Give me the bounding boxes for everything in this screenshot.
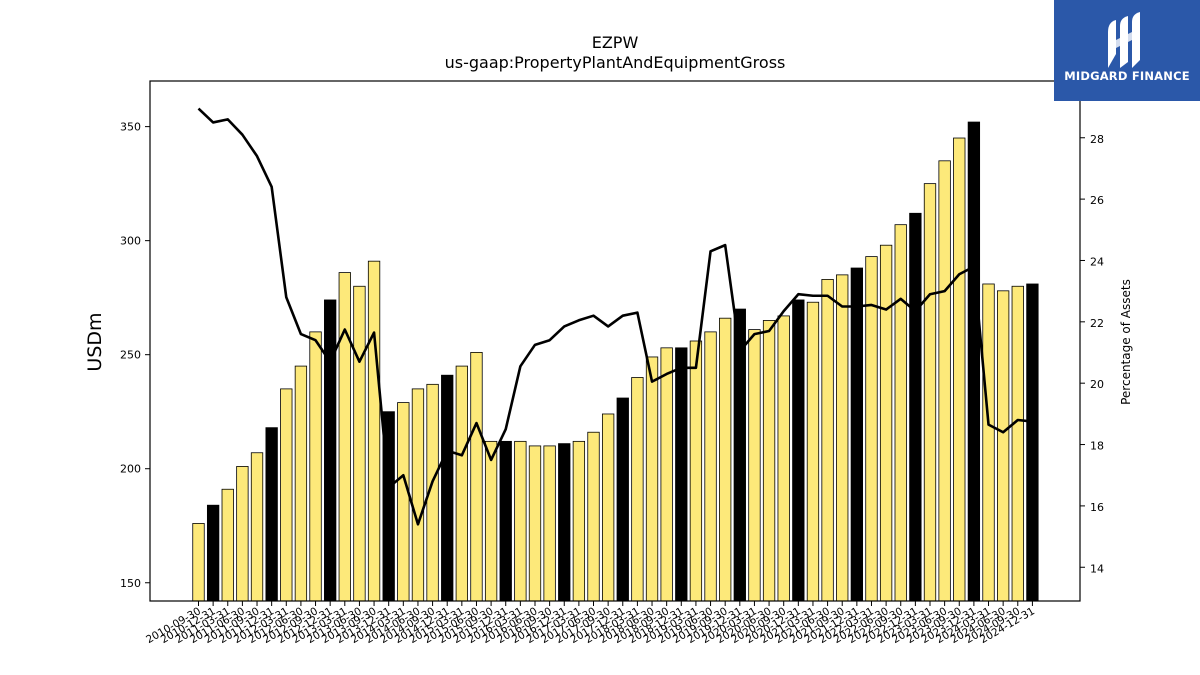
bar-2016-06-30 [528, 445, 542, 602]
bar-2010-12-31 [206, 504, 220, 602]
bar-2012-03-31 [280, 388, 293, 602]
y2-tick-label-28: 28 [1090, 133, 1104, 146]
x-axis: 2010-09-302010-12-312011-03-312011-06-30… [144, 601, 1037, 646]
bar-2023-12-31 [967, 121, 981, 602]
bar-2015-12-31 [499, 440, 512, 602]
line-group [197, 107, 1033, 526]
bar-2020-03-31 [748, 329, 761, 602]
bar-2024-12-31 [1026, 283, 1039, 602]
bar-2022-03-31 [865, 256, 878, 602]
bar-2017-06-30 [587, 431, 600, 602]
bar-2020-06-30 [762, 320, 776, 602]
line-percentage-of-assets [197, 107, 1033, 526]
bar-2011-06-30 [236, 466, 249, 602]
bar-2012-09-30 [309, 331, 322, 602]
bar-2024-06-30 [997, 290, 1010, 602]
plot-frame [149, 80, 1081, 602]
y2-tick-label-22: 22 [1090, 317, 1104, 330]
bar-group [192, 121, 1039, 602]
y-tick-label-150: 150 [120, 577, 141, 590]
bar-2020-09-30 [777, 315, 790, 602]
bar-2017-12-31 [616, 397, 629, 602]
y2-tick-label-24: 24 [1090, 255, 1104, 268]
bar-2016-03-31 [514, 440, 527, 602]
bar-2018-12-31 [675, 347, 688, 602]
bar-2012-06-30 [294, 365, 308, 602]
y-tick-label-350: 350 [120, 121, 141, 134]
bar-2016-12-31 [558, 443, 571, 602]
y-axis-left: 150 200 250 300 350 [120, 121, 150, 590]
logo-text: MIDGARD FINANCE [1064, 69, 1190, 83]
bar-2011-09-30 [250, 452, 264, 602]
bar-2019-09-30 [719, 317, 732, 602]
midgard-logo-icon [1108, 12, 1140, 68]
bar-2015-06-30 [470, 351, 483, 602]
bar-2024-03-31 [982, 283, 995, 602]
chart-subtitle: us-gaap:PropertyPlantAndEquipmentGross [445, 53, 786, 72]
bar-2013-06-30 [353, 285, 366, 602]
bar-2018-09-30 [660, 347, 673, 602]
bar-2019-12-31 [733, 308, 746, 602]
bar-2015-09-30 [484, 440, 498, 602]
chart-title: EZPW [592, 33, 639, 52]
y2-tick-label-26: 26 [1090, 194, 1104, 207]
y2-tick-label-20: 20 [1090, 378, 1104, 391]
brand-logo: MIDGARD FINANCE [1054, 0, 1200, 101]
bar-2016-09-30 [543, 445, 556, 602]
bar-2024-09-30 [1011, 285, 1024, 602]
y-tick-label-200: 200 [120, 463, 141, 476]
bar-2023-06-30 [938, 160, 951, 602]
bar-2023-09-30 [953, 137, 966, 602]
bar-2010-09-30 [192, 523, 205, 602]
bar-2023-03-31 [923, 183, 937, 602]
bar-2018-03-31 [631, 377, 644, 602]
bar-2018-06-30 [645, 356, 659, 602]
bar-2020-12-31 [792, 299, 805, 602]
bar-2022-09-30 [894, 224, 907, 602]
bar-2011-12-31 [265, 427, 278, 602]
bar-2021-09-30 [836, 274, 849, 602]
bar-2014-03-31 [397, 402, 410, 602]
bar-2015-03-31 [455, 365, 468, 602]
bar-2022-06-30 [879, 244, 893, 602]
bar-2019-06-30 [704, 331, 717, 602]
bar-2013-03-31 [338, 272, 351, 602]
bar-2021-12-31 [850, 267, 863, 602]
bar-2011-03-31 [221, 488, 234, 602]
bar-2022-12-31 [909, 212, 922, 602]
y-axis-label: USDm [84, 312, 106, 371]
bar-2014-12-31 [441, 374, 454, 602]
y-axis-right: 14 16 18 20 22 24 26 28 [1080, 133, 1104, 575]
y2-tick-label-16: 16 [1090, 501, 1104, 514]
bar-2017-09-30 [601, 413, 615, 602]
y2-tick-label-14: 14 [1090, 562, 1104, 575]
bar-2014-06-30 [411, 388, 425, 602]
bar-2019-03-31 [689, 340, 703, 602]
bar-2012-12-31 [324, 299, 337, 602]
y-tick-label-250: 250 [120, 349, 141, 362]
y2-axis-label: Percentage of Assets [1119, 279, 1133, 405]
bar-2013-09-30 [367, 260, 381, 602]
bar-2021-03-31 [806, 301, 820, 602]
bar-2021-06-30 [821, 279, 834, 602]
bar-2017-03-31 [572, 440, 586, 602]
y2-tick-label-18: 18 [1090, 440, 1104, 453]
y-tick-label-300: 300 [120, 235, 141, 248]
